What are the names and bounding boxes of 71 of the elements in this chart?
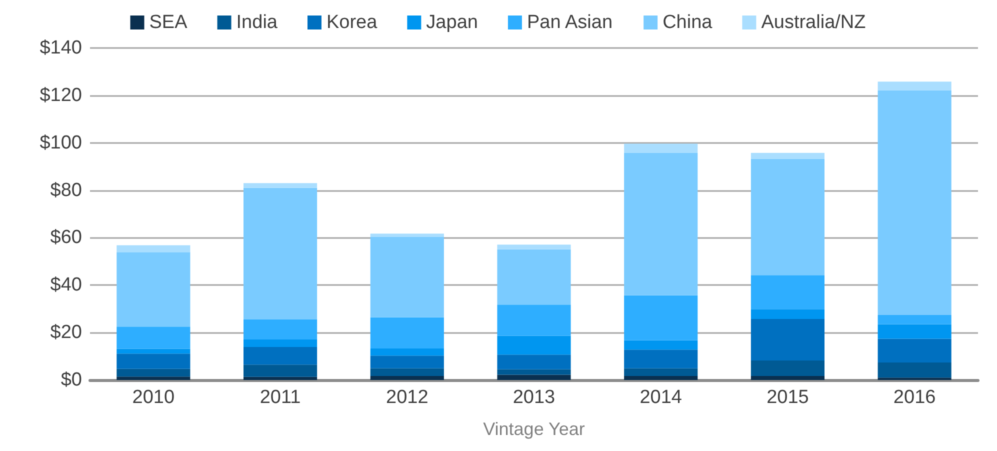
bar xyxy=(370,317,444,348)
bar xyxy=(878,324,952,339)
bar xyxy=(497,354,571,370)
y-tick-label: $40 xyxy=(50,274,82,296)
bar xyxy=(750,152,825,159)
bar xyxy=(116,252,190,327)
bar xyxy=(750,376,825,380)
bar xyxy=(116,376,190,380)
bar xyxy=(750,275,825,310)
bar xyxy=(878,362,952,378)
x-tick-label: 2012 xyxy=(386,387,428,408)
y-tick-label: $80 xyxy=(50,180,82,201)
bar xyxy=(370,376,444,380)
bar xyxy=(370,368,444,376)
bar xyxy=(116,368,190,377)
bar xyxy=(624,350,698,368)
x-tick-label: 2016 xyxy=(893,387,936,408)
bar xyxy=(370,348,444,356)
bar xyxy=(370,237,444,318)
x-tick-label: 2014 xyxy=(640,387,682,408)
legend-label: Australia/NZ xyxy=(761,12,866,33)
bar xyxy=(243,339,318,348)
bar xyxy=(370,234,444,238)
x-tick-label: 2010 xyxy=(132,387,175,408)
bar xyxy=(624,368,698,376)
x-tick-label: 2015 xyxy=(766,387,809,408)
bar xyxy=(497,374,571,380)
bar xyxy=(878,338,952,362)
y-tick-label: $120 xyxy=(40,84,82,106)
bar xyxy=(750,309,825,320)
bar xyxy=(878,315,952,324)
bar xyxy=(116,326,190,349)
bar xyxy=(243,347,318,365)
bar xyxy=(243,183,318,188)
bar xyxy=(116,245,190,252)
bar xyxy=(116,354,190,369)
bar xyxy=(750,360,825,376)
x-tick-label: 2013 xyxy=(512,387,556,408)
y-tick-label: $20 xyxy=(50,322,82,344)
bar xyxy=(370,356,444,368)
bar xyxy=(497,249,571,305)
y-tick-label: $100 xyxy=(40,132,82,154)
bar xyxy=(116,348,190,354)
legend-label: India xyxy=(236,12,278,33)
x-tick-label: 2011 xyxy=(260,387,301,408)
bar xyxy=(624,295,698,340)
bar xyxy=(624,340,698,350)
bar xyxy=(878,82,952,90)
bar xyxy=(243,364,318,377)
legend-label: SEA xyxy=(149,12,188,33)
bar xyxy=(243,188,318,320)
legend-label: Pan Asian xyxy=(526,12,613,33)
bar xyxy=(750,319,825,361)
y-tick-label: $60 xyxy=(50,227,82,248)
bar xyxy=(497,369,571,375)
bar xyxy=(624,153,698,296)
bar xyxy=(243,320,318,340)
bar xyxy=(624,376,698,380)
bar xyxy=(497,304,571,336)
legend-label: China xyxy=(662,12,713,33)
y-tick-label: $140 xyxy=(40,38,82,58)
legend-label: Korea xyxy=(326,12,378,33)
bar xyxy=(497,244,571,250)
bar xyxy=(878,90,952,316)
bar xyxy=(243,376,318,380)
bar xyxy=(750,158,825,276)
y-tick-label: $0 xyxy=(60,370,82,390)
legend-label: Japan xyxy=(426,12,478,33)
x-axis-title: Vintage Year xyxy=(483,419,585,439)
bar xyxy=(624,144,698,154)
bar xyxy=(497,336,571,355)
